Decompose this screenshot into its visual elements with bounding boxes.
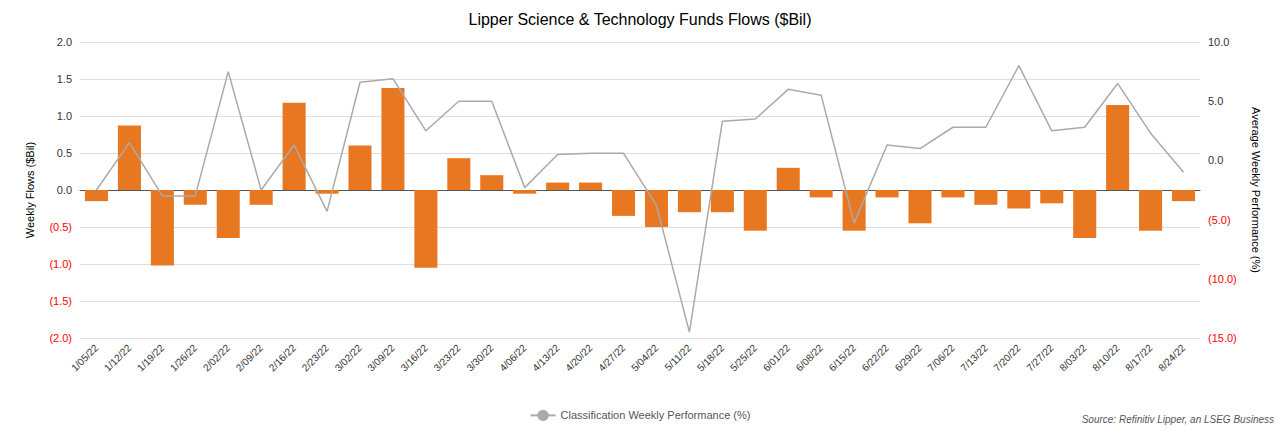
svg-text:8/03/22: 8/03/22	[1057, 342, 1089, 374]
svg-text:Classification Weekly Performa: Classification Weekly Performance (%)	[561, 409, 751, 421]
svg-text:(15.0): (15.0)	[1208, 332, 1237, 344]
svg-text:5/11/22: 5/11/22	[662, 342, 693, 373]
svg-text:2.0: 2.0	[57, 36, 72, 48]
svg-text:8/24/22: 8/24/22	[1156, 342, 1188, 374]
svg-text:(1.0): (1.0)	[49, 258, 72, 270]
svg-text:(2.0): (2.0)	[49, 332, 72, 344]
svg-text:10.0: 10.0	[1208, 36, 1229, 48]
svg-text:3/30/22: 3/30/22	[464, 342, 496, 374]
svg-text:3/02/22: 3/02/22	[333, 342, 365, 374]
svg-text:1.5: 1.5	[57, 73, 72, 85]
svg-text:5/04/22: 5/04/22	[629, 342, 661, 374]
svg-text:6/15/22: 6/15/22	[827, 342, 859, 374]
svg-text:6/29/22: 6/29/22	[893, 342, 925, 374]
svg-text:1/26/22: 1/26/22	[168, 342, 200, 374]
svg-text:7/13/22: 7/13/22	[958, 342, 990, 374]
svg-text:(5.0): (5.0)	[1208, 214, 1231, 226]
svg-text:4/27/22: 4/27/22	[596, 342, 628, 374]
svg-text:1.0: 1.0	[57, 110, 72, 122]
svg-text:8/10/22: 8/10/22	[1090, 342, 1122, 374]
svg-text:(0.5): (0.5)	[49, 221, 72, 233]
svg-text:4/06/22: 4/06/22	[497, 342, 529, 374]
svg-text:6/01/22: 6/01/22	[761, 342, 793, 374]
svg-text:7/06/22: 7/06/22	[925, 342, 957, 374]
svg-text:8/17/22: 8/17/22	[1123, 342, 1155, 374]
svg-text:5/18/22: 5/18/22	[695, 342, 727, 374]
svg-text:6/08/22: 6/08/22	[794, 342, 826, 374]
svg-text:2/02/22: 2/02/22	[201, 342, 233, 374]
svg-text:Lipper Science & Technology Fu: Lipper Science & Technology Funds Flows …	[469, 11, 812, 28]
svg-text:2/23/22: 2/23/22	[300, 342, 332, 374]
svg-text:0.5: 0.5	[57, 147, 72, 159]
svg-text:1/19/22: 1/19/22	[135, 342, 167, 374]
svg-text:4/20/22: 4/20/22	[563, 342, 595, 374]
svg-text:2/09/22: 2/09/22	[234, 342, 266, 374]
svg-text:Weekly Flows ($Bil): Weekly Flows ($Bil)	[24, 142, 36, 238]
svg-text:Average Weekly Performance (%): Average Weekly Performance (%)	[1250, 107, 1262, 273]
svg-text:Source: Refinitiv Lipper, an L: Source: Refinitiv Lipper, an LSEG Busine…	[1082, 414, 1274, 425]
svg-text:(1.5): (1.5)	[49, 295, 72, 307]
svg-text:0.0: 0.0	[57, 184, 72, 196]
svg-text:7/27/22: 7/27/22	[1024, 342, 1056, 374]
svg-text:(10.0): (10.0)	[1208, 273, 1237, 285]
svg-text:7/20/22: 7/20/22	[991, 342, 1023, 374]
svg-text:1/05/22: 1/05/22	[69, 342, 101, 374]
svg-text:3/23/22: 3/23/22	[431, 342, 463, 374]
svg-text:5.0: 5.0	[1208, 95, 1223, 107]
svg-text:0.0: 0.0	[1208, 154, 1223, 166]
svg-text:3/16/22: 3/16/22	[398, 342, 430, 374]
svg-text:3/09/22: 3/09/22	[365, 342, 397, 374]
svg-text:5/25/22: 5/25/22	[728, 342, 760, 374]
svg-text:2/16/22: 2/16/22	[267, 342, 299, 374]
svg-text:4/13/22: 4/13/22	[530, 342, 562, 374]
svg-text:1/12/22: 1/12/22	[102, 342, 134, 374]
svg-text:6/22/22: 6/22/22	[860, 342, 892, 374]
